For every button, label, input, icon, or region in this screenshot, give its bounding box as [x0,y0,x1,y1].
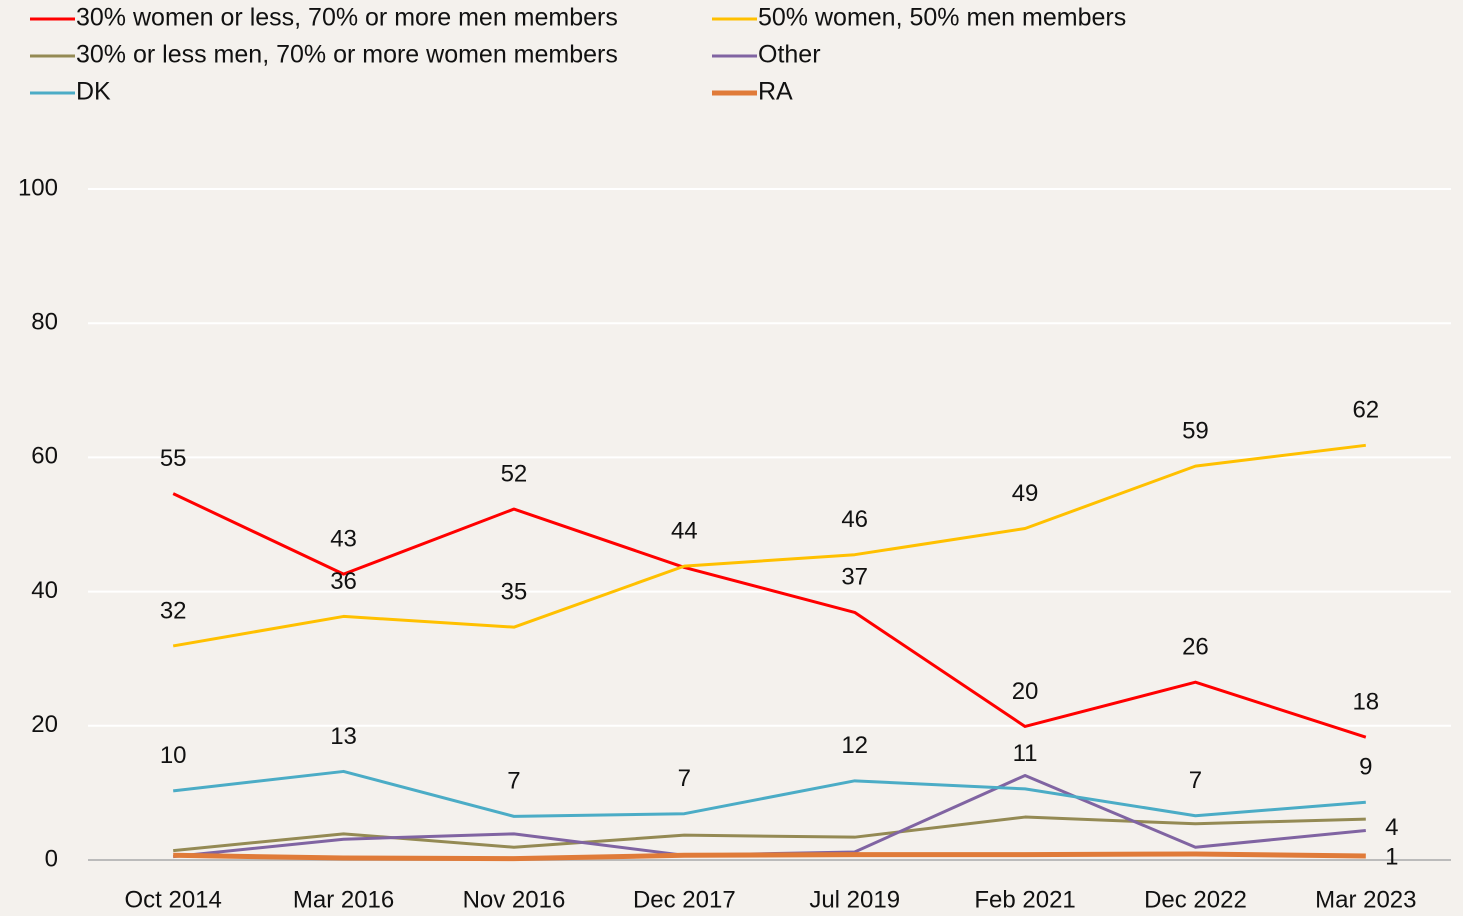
y-tick-label: 80 [31,309,58,336]
data-label: 55 [160,445,187,472]
data-label: 11 [1013,740,1038,767]
legend-label: Other [758,41,821,69]
data-label: 4 [1385,814,1398,841]
x-tick-label: Jul 2019 [809,886,900,913]
x-tick-label: Dec 2017 [633,886,736,913]
y-tick-label: 0 [45,845,58,872]
y-tick-label: 40 [31,577,58,604]
y-tick-label: 100 [18,174,58,201]
series-line [173,815,1366,853]
data-label: 1 [1385,843,1398,870]
data-label: 46 [841,506,868,533]
legend-label: 30% women or less, 70% or more men membe… [76,4,618,32]
data-label: 43 [330,525,357,552]
legend-label: 30% or less men, 70% or more women membe… [76,41,618,69]
legend-label: DK [76,78,111,106]
data-label: 49 [1012,480,1039,507]
data-label: 18 [1352,689,1379,716]
y-tick-label: 60 [31,443,58,470]
data-label: 36 [330,568,357,595]
data-label: 13 [330,723,357,750]
x-tick-label: Oct 2014 [124,886,221,913]
data-label: 10 [160,742,187,769]
data-label: 7 [507,768,520,795]
data-label: 62 [1352,397,1379,424]
data-label: 44 [671,517,698,544]
data-label: 7 [678,765,691,792]
data-label: 7 [1189,767,1202,794]
x-tick-label: Feb 2021 [974,886,1075,913]
data-label: 37 [841,564,868,591]
data-label: 9 [1359,754,1372,781]
series-line [172,443,1366,648]
x-tick-label: Mar 2016 [293,886,394,913]
y-tick-label: 20 [31,711,58,738]
data-label: 35 [501,579,528,606]
x-tick-label: Mar 2023 [1315,886,1416,913]
data-label: 59 [1182,417,1209,444]
legend-label: RA [758,78,793,106]
series-line [173,773,1366,859]
data-label: 26 [1182,634,1209,661]
data-label: 20 [1012,678,1039,705]
data-label: 32 [160,597,187,624]
series-line [173,769,1366,818]
series-line [172,492,1367,739]
series-line [173,851,1366,862]
data-label: 52 [501,460,528,487]
x-tick-label: Nov 2016 [463,886,566,913]
legend-label: 50% women, 50% men members [758,4,1126,32]
data-label: 12 [841,732,868,759]
x-tick-label: Dec 2022 [1144,886,1247,913]
